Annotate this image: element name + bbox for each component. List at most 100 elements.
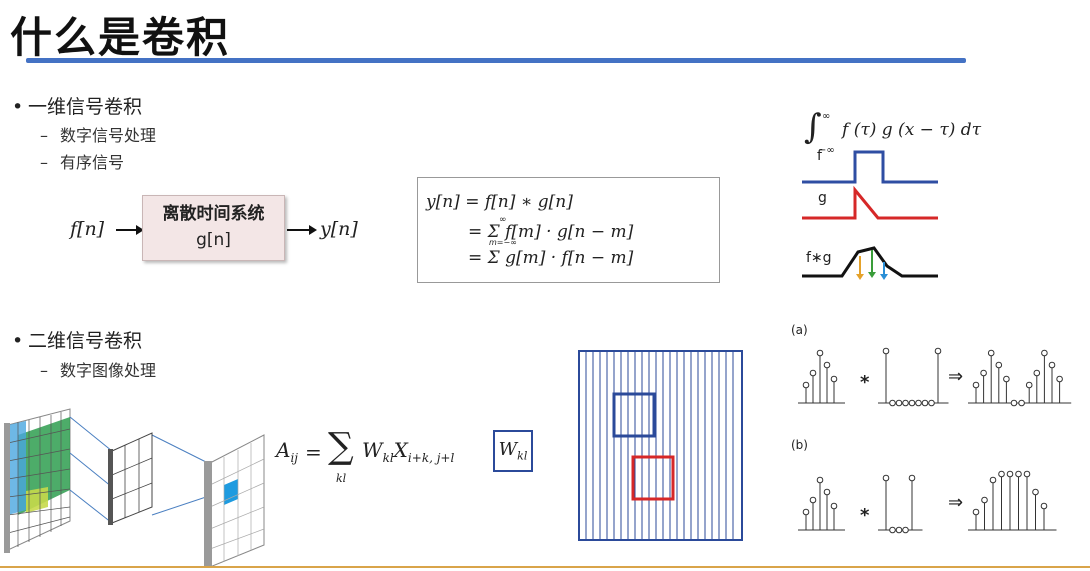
subitem-dsp: – 数字信号处理 xyxy=(40,122,156,146)
stem-marker xyxy=(809,369,817,377)
stem-plots xyxy=(798,347,1072,534)
implies-arrow-b: ⇒ xyxy=(948,492,964,513)
stem-marker xyxy=(889,526,896,534)
stem-marker xyxy=(830,502,838,510)
formula-equals: = xyxy=(305,440,322,464)
formula-2d-terms: WklXi+k, j+l xyxy=(362,438,454,465)
stem-marker xyxy=(809,496,817,504)
bullet-2d-convolution: • 二维信号卷积 xyxy=(12,326,142,353)
stem-marker xyxy=(981,496,988,504)
stem-marker xyxy=(1033,369,1041,377)
stem-marker xyxy=(902,399,909,407)
stem-marker xyxy=(915,399,922,407)
page-title: 什么是卷积 xyxy=(10,13,231,62)
stem-marker xyxy=(1018,399,1025,407)
2d-convolution-illustration xyxy=(4,408,265,567)
sum-lower-limit: m=−∞ xyxy=(489,238,517,247)
system-box-title: 离散时间系统 xyxy=(162,204,265,224)
stem-marker xyxy=(921,399,929,407)
stem-marker xyxy=(823,488,831,496)
bullet-dot: • xyxy=(12,96,24,118)
convolution-formula-box: y[n] = f[n] ∗ g[n] = Σ f[m] · g[n − m] =… xyxy=(417,177,720,283)
stem-marker xyxy=(802,508,810,516)
dash: – xyxy=(40,126,48,145)
conv-operator-b: * xyxy=(860,505,870,526)
stem-marker xyxy=(1025,381,1033,389)
dash: – xyxy=(40,153,48,172)
subitem-label: 数字信号处理 xyxy=(60,126,157,145)
stem-marker xyxy=(816,476,824,484)
connector-lines xyxy=(69,416,213,524)
weight-symbol: W xyxy=(362,438,383,462)
stem-marker xyxy=(1041,349,1048,357)
stem-marker xyxy=(802,381,810,389)
bullet-label: 二维信号卷积 xyxy=(28,330,143,352)
stem-marker xyxy=(1015,470,1022,478)
stem-marker xyxy=(1006,470,1014,478)
stem-marker xyxy=(889,399,896,407)
stem-marker xyxy=(1010,399,1018,407)
system-box: 离散时间系统 g[n] xyxy=(142,195,285,261)
image-stripes xyxy=(585,352,734,539)
stem-marker xyxy=(987,349,995,357)
stem-marker xyxy=(989,476,997,484)
integral-expression: f (τ) g (x − τ) dτ xyxy=(842,120,982,140)
stem-marker xyxy=(830,375,838,383)
kernel-symbol: W xyxy=(498,439,518,460)
input-arrow xyxy=(116,225,144,235)
stem-marker xyxy=(908,399,916,407)
system-input-label: f[n] xyxy=(70,218,105,240)
formula-2d-lhs: Aij xyxy=(276,438,298,465)
sum-upper-limit: ∞ xyxy=(499,215,507,225)
signal-plots xyxy=(802,150,938,280)
signal-f-label: f xyxy=(817,148,822,164)
stem-marker xyxy=(882,347,890,355)
formula-line-1: y[n] = f[n] ∗ g[n] xyxy=(426,192,573,212)
kernel-matrix xyxy=(111,432,153,524)
implies-arrow-a: ⇒ xyxy=(948,366,964,387)
stem-marker xyxy=(823,361,831,369)
formula-line-2: = Σ f[m] · g[n − m] xyxy=(468,222,634,242)
panel-a-label: (a) xyxy=(791,323,808,337)
lhs-symbol: A xyxy=(276,438,291,462)
system-box-kernel: g[n] xyxy=(196,230,231,250)
formula-sum-sign: ∑ xyxy=(328,426,354,467)
stem-marker xyxy=(1048,361,1056,369)
stem-marker xyxy=(902,526,909,534)
integral-lower-limit: −∞ xyxy=(818,145,835,156)
sliding-window-figure xyxy=(578,350,743,541)
window-blue xyxy=(612,392,656,438)
input-subscript: i+k, j+l xyxy=(407,451,455,465)
bullet-1d-convolution: • 一维信号卷积 xyxy=(12,92,142,119)
lhs-subscript: ij xyxy=(290,451,299,465)
image-frame xyxy=(578,350,743,541)
integral-sign: ∫ xyxy=(804,107,822,147)
footer-rule xyxy=(0,566,1090,568)
stem-marker xyxy=(1003,375,1010,383)
signal-g-plot xyxy=(802,185,938,220)
input-symbol: X xyxy=(393,438,408,462)
stem-marker xyxy=(934,347,942,355)
stem-marker xyxy=(1056,375,1063,383)
stem-marker xyxy=(895,526,903,534)
panel-b-label: (b) xyxy=(791,438,808,452)
bullet-dot: • xyxy=(12,330,24,352)
stem-marker xyxy=(995,361,1003,369)
subitem-image-processing: – 数字图像处理 xyxy=(40,357,156,381)
stem-marker xyxy=(972,381,980,389)
kernel-symbol-subscript: kl xyxy=(517,449,528,463)
formula-line-3: = Σ g[m] · f[n − m] xyxy=(468,248,634,268)
bullet-label: 一维信号卷积 xyxy=(28,96,143,118)
output-cell-highlight xyxy=(224,479,238,505)
signal-fg-label: f∗g xyxy=(806,250,832,266)
signal-f-plot xyxy=(802,150,938,184)
stem-marker xyxy=(895,399,903,407)
stem-marker xyxy=(928,399,935,407)
stem-marker xyxy=(816,349,824,357)
window-red xyxy=(631,455,675,501)
system-output-label: y[n] xyxy=(320,218,358,240)
signal-fg-plot xyxy=(802,246,938,278)
dash: – xyxy=(40,361,48,380)
stem-marker xyxy=(1023,470,1031,478)
stem-marker xyxy=(980,369,987,377)
